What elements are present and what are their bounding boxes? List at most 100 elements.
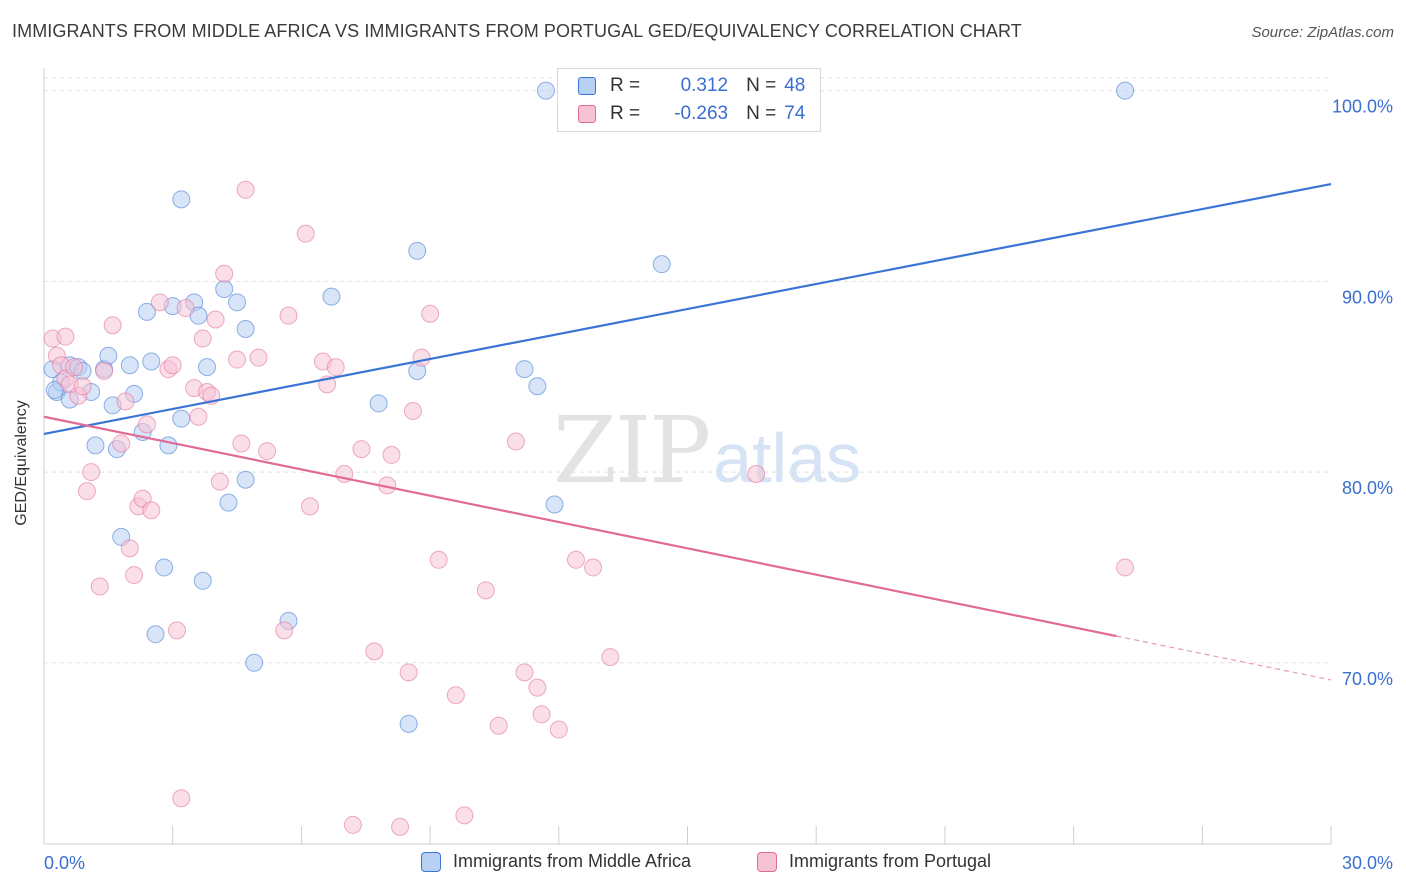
- legend-swatch-pink: [578, 105, 596, 123]
- data-point: [56, 327, 75, 346]
- data-point: [369, 394, 388, 413]
- legend-r-value: 0.312: [680, 75, 729, 96]
- data-point: [86, 436, 105, 455]
- legend-r-label: R =: [610, 75, 641, 96]
- data-point: [176, 299, 195, 318]
- data-point: [399, 714, 418, 733]
- data-point: [137, 415, 156, 434]
- trend-line: [43, 182, 1332, 436]
- data-point: [112, 434, 131, 453]
- data-point: [446, 686, 465, 705]
- data-point: [275, 621, 294, 640]
- data-point: [142, 501, 161, 520]
- data-point: [120, 356, 139, 375]
- data-point: [429, 550, 448, 569]
- data-point: [82, 463, 101, 482]
- data-point: [300, 497, 319, 516]
- series-middle-africa-points: [43, 81, 1135, 733]
- data-point: [172, 789, 191, 808]
- data-point: [150, 293, 169, 312]
- data-point: [343, 815, 362, 834]
- data-point: [258, 442, 277, 461]
- data-point: [403, 402, 422, 421]
- y-tick-label: 90.0%: [1342, 287, 1393, 307]
- data-point: [408, 241, 427, 260]
- data-point: [120, 539, 139, 558]
- data-point: [215, 264, 234, 283]
- data-point: [245, 653, 264, 672]
- axes: [43, 68, 1332, 845]
- data-point: [528, 377, 547, 396]
- legend-r-label: R =: [610, 103, 641, 124]
- data-point: [167, 621, 186, 640]
- data-point: [206, 310, 225, 329]
- y-tick-label: 70.0%: [1342, 669, 1393, 689]
- data-point: [652, 255, 671, 274]
- data-point: [249, 348, 268, 367]
- data-point: [549, 720, 568, 739]
- series-legend: Immigrants from Middle Africa Immigrants…: [0, 851, 1406, 877]
- legend-row-portugal: R = -0.263 N = 74: [578, 101, 805, 127]
- data-point: [65, 358, 84, 377]
- data-point: [515, 360, 534, 379]
- data-point: [219, 493, 238, 512]
- legend-r-value: -0.263: [674, 103, 729, 124]
- data-point: [193, 571, 212, 590]
- correlation-legend: R = 0.312 N = 48 R = -0.263 N = 74: [557, 68, 821, 132]
- data-point: [236, 320, 255, 339]
- data-point: [125, 566, 144, 585]
- legend-swatch-pink: [757, 851, 777, 872]
- data-point: [528, 678, 547, 697]
- trend-line: [43, 415, 1117, 638]
- data-point: [77, 482, 96, 501]
- data-point: [159, 436, 178, 455]
- legend-item-middle-africa[interactable]: Immigrants from Middle Africa: [421, 851, 691, 872]
- legend-n-value: 48: [784, 75, 806, 96]
- data-point: [352, 440, 371, 459]
- data-point: [137, 302, 156, 321]
- legend-label-middle-africa: Immigrants from Middle Africa: [453, 851, 692, 871]
- data-point: [232, 434, 251, 453]
- data-point: [601, 648, 620, 667]
- data-point: [421, 304, 440, 323]
- data-point: [365, 642, 384, 661]
- data-point: [747, 464, 766, 483]
- data-point: [515, 663, 534, 682]
- data-point: [189, 407, 208, 426]
- data-point: [116, 392, 135, 411]
- data-point: [228, 350, 247, 369]
- data-point: [584, 558, 603, 577]
- data-point: [455, 806, 474, 825]
- data-point: [215, 279, 234, 298]
- data-point: [382, 445, 401, 464]
- legend-n-label: N =: [746, 75, 777, 96]
- data-point: [326, 358, 345, 377]
- data-point: [73, 377, 92, 396]
- data-point: [163, 356, 182, 375]
- data-point: [172, 409, 191, 428]
- data-point: [142, 352, 161, 371]
- x-tick-label-end: 30.0%: [1342, 853, 1393, 873]
- data-point: [391, 817, 410, 836]
- data-point: [279, 306, 298, 325]
- data-point: [476, 581, 495, 600]
- data-point: [99, 346, 118, 365]
- data-point: [536, 81, 555, 100]
- watermark-zip: ZIP: [553, 397, 711, 504]
- tick-labels: 70.0% 80.0% 90.0% 100.0% 0.0% 30.0%: [44, 97, 1393, 873]
- series-portugal-points: [43, 180, 1135, 836]
- legend-label-portugal: Immigrants from Portugal: [789, 851, 992, 871]
- data-point: [506, 432, 525, 451]
- data-point: [1116, 81, 1135, 100]
- data-point: [489, 716, 508, 735]
- trend-lines: [43, 182, 1332, 681]
- data-point: [90, 577, 109, 596]
- data-point: [399, 663, 418, 682]
- data-point: [95, 361, 114, 380]
- legend-item-portugal[interactable]: Immigrants from Portugal: [757, 851, 991, 872]
- trend-line-extension: [1116, 635, 1332, 681]
- data-point: [532, 705, 551, 724]
- data-point: [236, 180, 255, 199]
- data-point: [146, 625, 165, 644]
- data-point: [322, 287, 341, 306]
